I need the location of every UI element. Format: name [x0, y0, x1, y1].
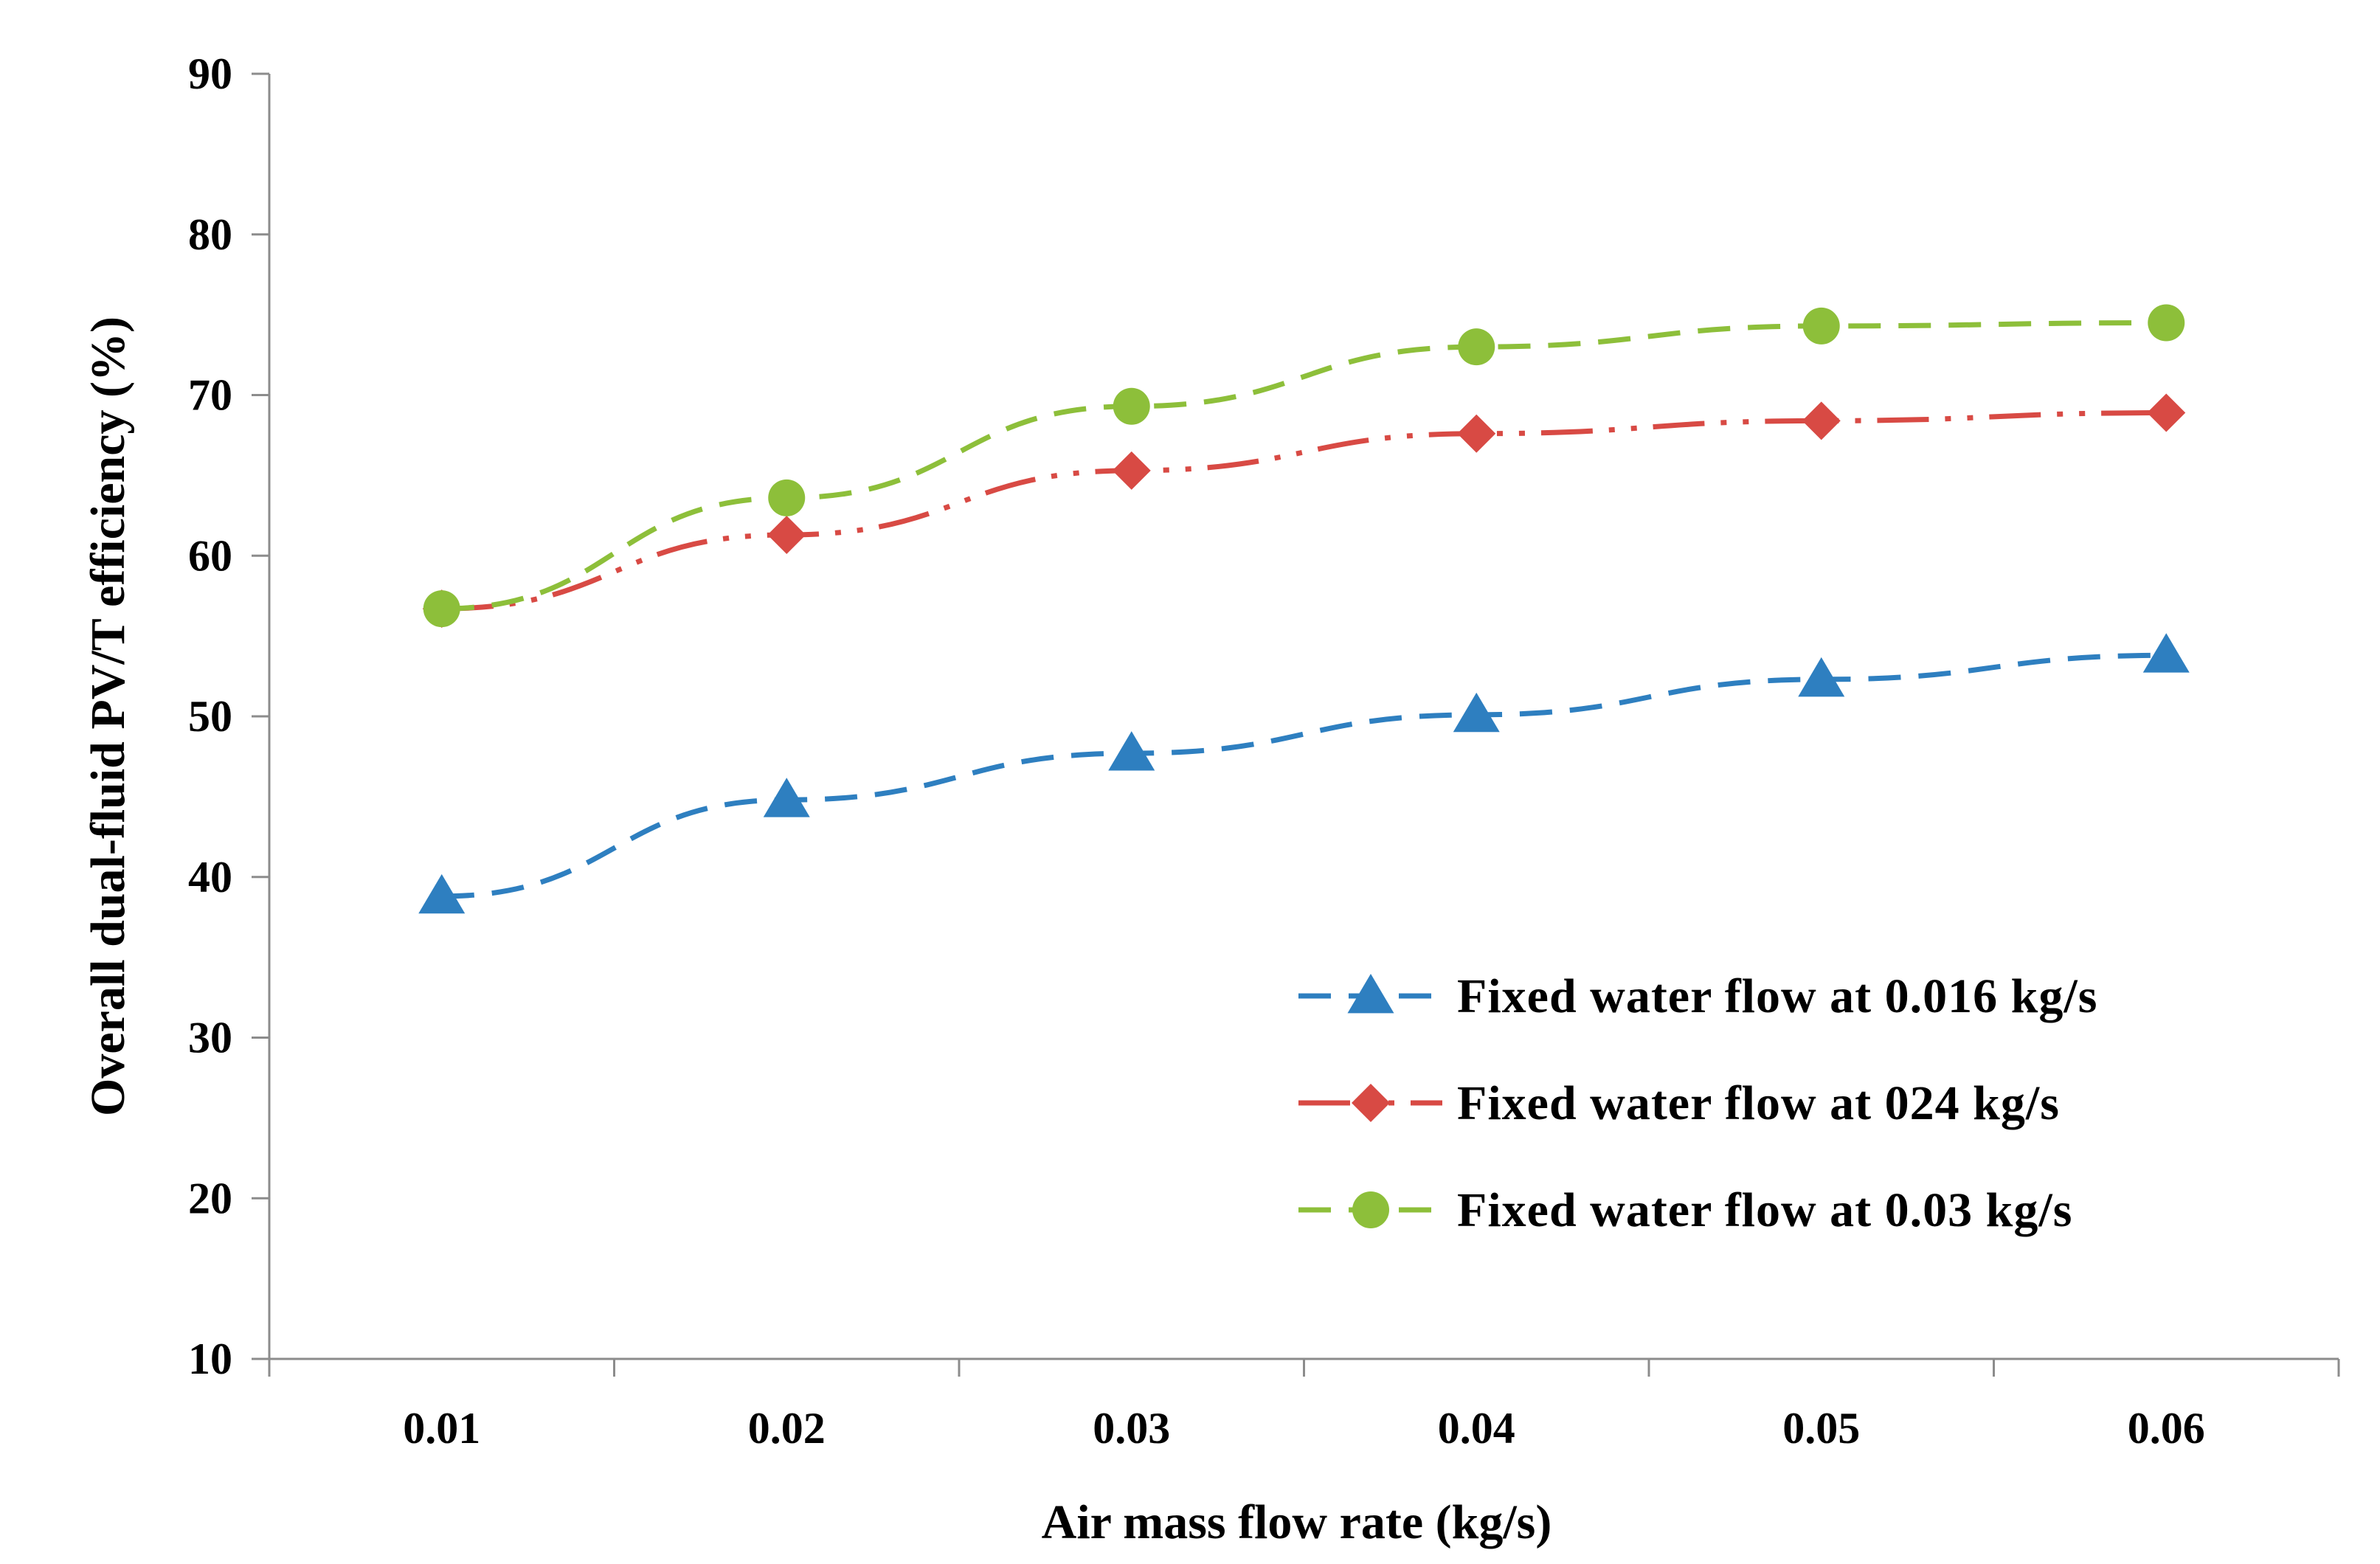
data-point [2142, 633, 2190, 673]
y-tick-label: 30 [188, 1014, 232, 1062]
y-axis-ticks: 10 20 30 40 50 60 70 80 90 [188, 49, 269, 1383]
y-tick-label: 70 [188, 371, 232, 420]
data-point [767, 515, 806, 554]
data-point [418, 873, 466, 914]
y-tick-label: 40 [188, 853, 232, 902]
data-point [1457, 414, 1496, 453]
y-tick-label: 20 [188, 1174, 232, 1222]
x-axis-title: Air mass flow rate (kg/s) [1042, 1495, 1552, 1549]
legend-label: Fixed water flow at 024 kg/s [1457, 1076, 2060, 1130]
x-tick-label: 0.03 [1093, 1404, 1170, 1453]
data-point [763, 778, 810, 817]
legend-label: Fixed water flow at 0.03 kg/s [1457, 1183, 2072, 1237]
series-3 [423, 304, 2185, 628]
y-tick-label: 80 [188, 210, 232, 259]
legend: Fixed water flow at 0.016 kg/s Fixed wate… [1298, 969, 2097, 1237]
legend-swatch-marker [1352, 1084, 1390, 1122]
y-axis-title: Overall dual-fluid PV/T efficiency (%) [81, 316, 135, 1116]
x-tick-label: 0.06 [2128, 1404, 2205, 1453]
data-point [1108, 731, 1155, 771]
x-tick-label: 0.04 [1438, 1404, 1515, 1453]
data-point [1113, 387, 1150, 425]
axes [268, 74, 2339, 1360]
data-point [1453, 692, 1500, 733]
y-tick-label: 90 [188, 49, 232, 98]
data-point [768, 479, 806, 516]
data-point [1802, 401, 1841, 440]
series-line [441, 652, 2167, 899]
data-point [1458, 328, 1495, 366]
data-point [1112, 451, 1151, 490]
series-line [441, 320, 2167, 612]
legend-swatch-marker [1352, 1191, 1389, 1228]
legend-swatch-marker [1347, 974, 1394, 1014]
series-1 [418, 633, 2190, 914]
y-tick-label: 60 [188, 531, 232, 580]
data-point [423, 590, 460, 628]
legend-item: Fixed water flow at 0.016 kg/s [1298, 969, 2097, 1023]
legend-item: Fixed water flow at 0.03 kg/s [1298, 1183, 2072, 1237]
legend-item: Fixed water flow at 024 kg/s [1298, 1076, 2060, 1130]
y-tick-label: 10 [188, 1335, 232, 1383]
series-2 [422, 393, 2186, 629]
y-tick-label: 50 [188, 692, 232, 741]
x-tick-label: 0.05 [1782, 1404, 1860, 1453]
legend-label: Fixed water flow at 0.016 kg/s [1457, 969, 2097, 1023]
series-layer [418, 304, 2190, 914]
x-axis-ticks: 0.01 0.02 0.03 0.04 0.05 0.06 [268, 1359, 2340, 1453]
x-tick-label: 0.01 [403, 1404, 480, 1453]
data-point [2147, 393, 2186, 432]
x-tick-label: 0.02 [748, 1404, 826, 1453]
data-point [1802, 307, 1840, 345]
data-point [2148, 304, 2185, 342]
data-point [1798, 657, 1845, 697]
